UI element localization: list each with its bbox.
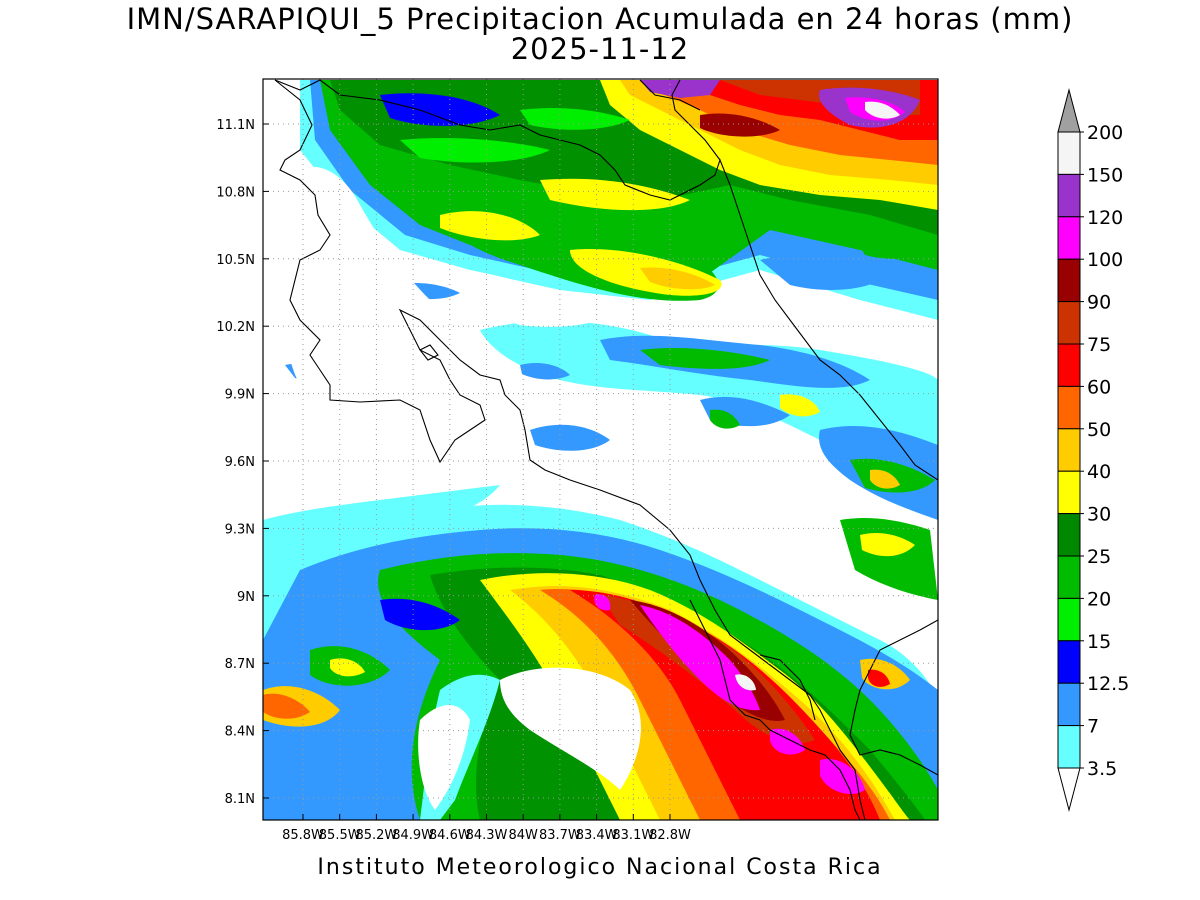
latitude-axis: 11.1N 10.8N 10.5N 10.2N 9.9N 9.6N 9.3N 9N 8.7N 8.… bbox=[216, 118, 269, 807]
lat-tick-label: 10.5N bbox=[216, 253, 255, 268]
lon-tick-label: 85.2W bbox=[355, 828, 397, 843]
colorbar-swatch bbox=[1057, 640, 1081, 684]
colorbar-label: 25 bbox=[1087, 546, 1111, 568]
dry-areas bbox=[263, 166, 620, 560]
colorbar-label: 150 bbox=[1087, 164, 1123, 186]
colorbar-swatch bbox=[1057, 216, 1081, 260]
colorbar-label: 30 bbox=[1087, 504, 1111, 526]
lon-tick-label: 82.8W bbox=[649, 828, 691, 843]
colorbar-label: 12.5 bbox=[1087, 673, 1129, 695]
colorbar-label: 50 bbox=[1087, 419, 1111, 441]
colorbar-swatch bbox=[1057, 513, 1081, 557]
colorbar-label: 40 bbox=[1087, 461, 1111, 483]
colorbar-label: 100 bbox=[1087, 249, 1123, 271]
lat-tick-label: 8.7N bbox=[225, 657, 255, 672]
lat-tick-label: 9.3N bbox=[225, 522, 255, 537]
colorbar-label: 200 bbox=[1087, 122, 1123, 144]
colorbar-label: 3.5 bbox=[1087, 758, 1117, 780]
map-frame bbox=[262, 78, 939, 821]
colorbar-label: 75 bbox=[1087, 334, 1111, 356]
lon-tick-label: 84.3W bbox=[466, 828, 508, 843]
lon-tick-label: 84.9W bbox=[392, 828, 434, 843]
lat-tick-label: 9.6N bbox=[225, 455, 255, 470]
north-precip-band bbox=[300, 80, 938, 320]
lon-tick-label: 85.5W bbox=[319, 828, 361, 843]
colorbar-swatch bbox=[1057, 385, 1081, 430]
colorbar-label: 20 bbox=[1087, 588, 1111, 610]
footer-credit: Instituto Meteorologico Nacional Costa R… bbox=[317, 855, 883, 880]
colorbar-swatch bbox=[1057, 725, 1081, 769]
lat-tick-label: 9N bbox=[237, 590, 255, 605]
colorbar-swatch bbox=[1057, 173, 1081, 218]
lon-tick-label: 84W bbox=[508, 828, 538, 843]
colorbar-label: 120 bbox=[1087, 207, 1123, 229]
colorbar-swatch bbox=[1057, 682, 1081, 727]
chart-title: IMN/SARAPIQUI_5 Precipitacion Acumulada … bbox=[126, 2, 1074, 36]
lon-tick-label: 83.7W bbox=[539, 828, 581, 843]
precip-field bbox=[263, 79, 938, 820]
colorbar-swatch bbox=[1057, 258, 1081, 303]
colorbar-swatch bbox=[1057, 555, 1081, 599]
lat-tick-label: 8.1N bbox=[225, 792, 255, 807]
chart-date: 2025-11-12 bbox=[510, 32, 690, 66]
coastline bbox=[274, 79, 938, 820]
colorbar-label: 7 bbox=[1087, 716, 1099, 738]
colorbar-label: 60 bbox=[1087, 376, 1111, 398]
colorbar-swatch bbox=[1057, 301, 1081, 345]
colorbar-label: 15 bbox=[1087, 631, 1111, 653]
colorbar-legend: 200 150 120 100 90 75 60 50 40 30 25 20 15 12.5 7 3.5 bbox=[1057, 88, 1129, 812]
lat-tick-label: 8.4N bbox=[225, 725, 255, 740]
colorbar-swatch bbox=[1057, 428, 1081, 472]
lon-tick-label: 85.8W bbox=[282, 828, 324, 843]
lat-tick-label: 10.8N bbox=[216, 185, 255, 200]
lat-tick-label: 9.9N bbox=[225, 388, 255, 403]
map-grid bbox=[263, 79, 938, 820]
colorbar-swatch bbox=[1057, 131, 1081, 175]
colorbar-top-arrow bbox=[1057, 88, 1081, 133]
colorbar-swatch bbox=[1057, 597, 1081, 642]
south-precip-band bbox=[263, 504, 938, 820]
colorbar-swatch bbox=[1057, 343, 1081, 387]
lat-tick-label: 10.2N bbox=[216, 320, 255, 335]
central-precip bbox=[285, 282, 938, 600]
lon-tick-label: 83.4W bbox=[576, 828, 618, 843]
lon-tick-label: 84.6W bbox=[429, 828, 471, 843]
colorbar-bottom-arrow bbox=[1057, 767, 1081, 812]
lat-tick-label: 11.1N bbox=[216, 118, 255, 133]
colorbar-label: 90 bbox=[1087, 292, 1111, 314]
lon-tick-label: 83.1W bbox=[612, 828, 654, 843]
colorbar-swatch bbox=[1057, 470, 1081, 515]
